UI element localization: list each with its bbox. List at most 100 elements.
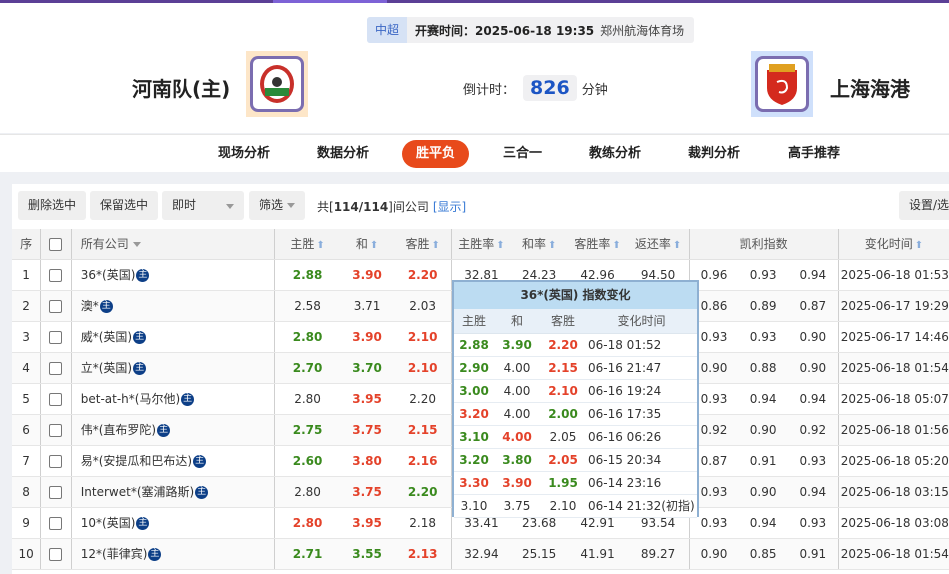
nav-tab-0[interactable]: 现场分析 [218,146,271,161]
show-link[interactable]: [显示] [432,200,467,214]
company-name[interactable]: 10*(英国) [80,516,136,530]
col-company[interactable]: 所有公司 [70,229,275,260]
filter-dropdown[interactable]: 筛选 [249,191,306,220]
company-cell[interactable]: Interwet*(塞浦路斯) 主 [70,476,275,508]
away-odds[interactable]: 2.20 [394,259,452,291]
sort-arrow-icon[interactable]: ⬆ [672,240,682,252]
home-odds[interactable]: 2.80 [274,321,340,353]
keep-selected-button[interactable]: 保留选中 [90,191,159,220]
sort-arrow-icon[interactable]: ⬆ [496,240,505,252]
row-checkbox[interactable] [49,423,63,437]
nav-tab-6[interactable]: 高手推荐 [788,146,841,161]
table-row[interactable]: 10 12*(菲律宾) 主 2.71 3.55 2.13 32.94 25.15 41.… [12,538,949,570]
col-return-rate[interactable]: 返还率 ⬆ [627,229,690,260]
away-odds[interactable]: 2.15 [394,414,452,446]
home-team-logo[interactable] [246,51,308,117]
away-odds[interactable]: 2.16 [394,445,452,477]
row-checkbox[interactable] [49,299,63,313]
home-odds[interactable]: 2.71 [274,538,340,570]
row-select[interactable] [40,321,72,353]
home-odds[interactable]: 2.80 [274,476,340,508]
home-odds[interactable]: 2.75 [274,414,340,446]
draw-odds[interactable]: 3.75 [339,476,395,508]
col-select-all[interactable] [40,229,72,260]
away-odds[interactable]: 2.20 [394,476,452,508]
company-cell[interactable]: bet-at-h*(马尔他) 主 [70,383,275,415]
company-name[interactable]: 威*(英国) [80,330,133,344]
row-checkbox[interactable] [49,547,63,561]
row-checkbox[interactable] [49,330,63,344]
nav-tab-2[interactable]: 胜平负 [402,140,470,168]
away-odds[interactable]: 2.20 [394,383,452,415]
company-cell[interactable]: 伟*(直布罗陀) 主 [70,414,275,446]
row-checkbox[interactable] [49,454,63,468]
league-tag[interactable]: 中超 [367,17,408,43]
draw-odds[interactable]: 3.90 [339,321,395,353]
draw-odds[interactable]: 3.80 [339,445,395,477]
home-odds[interactable]: 2.88 [274,259,340,291]
draw-odds[interactable]: 3.95 [339,383,395,415]
away-odds[interactable]: 2.13 [394,538,452,570]
col-draw[interactable]: 和 ⬆ [339,229,395,260]
company-cell[interactable]: 12*(菲律宾) 主 [70,538,275,570]
sort-arrow-icon[interactable]: ⬆ [316,240,325,252]
company-name[interactable]: Interwet*(塞浦路斯) [80,485,195,499]
company-cell[interactable]: 36*(英国) 主 [70,259,275,291]
sort-arrow-icon[interactable]: ⬆ [914,240,924,252]
delete-selected-button[interactable]: 删除选中 [18,191,87,220]
col-home[interactable]: 主胜 ⬆ [274,229,340,260]
draw-odds[interactable]: 3.90 [339,259,395,291]
company-name[interactable]: 伟*(直布罗陀) [80,423,157,437]
nav-tab-3[interactable]: 三合一 [503,146,543,161]
col-away-rate[interactable]: 客胜率 ⬆ [567,229,628,260]
table-row[interactable]: 6 伟*(直布罗陀) 主 2.75 3.75 2.15 0.92 0.90 0.92 20… [12,414,949,446]
company-name[interactable]: bet-at-h*(马尔他) [80,392,181,406]
home-team-name[interactable]: 河南队(主) [132,77,231,101]
select-all-checkbox[interactable] [49,237,63,251]
company-name[interactable]: 易*(安提瓜和巴布达) [80,454,193,468]
table-row[interactable]: 1 36*(英国) 主 2.88 3.90 2.20 32.81 24.23 42.96… [12,259,949,291]
company-cell[interactable]: 澳* 主 [70,290,275,322]
home-odds[interactable]: 2.70 [274,352,340,384]
col-away[interactable]: 客胜 ⬆ [394,229,452,260]
row-select[interactable] [40,352,72,384]
company-cell[interactable]: 10*(英国) 主 [70,507,275,539]
row-checkbox[interactable] [49,516,63,530]
away-odds[interactable]: 2.10 [394,352,452,384]
away-team-logo[interactable] [751,51,813,117]
mode-select[interactable]: 即时 [162,191,244,220]
draw-odds[interactable]: 3.95 [339,507,395,539]
row-select[interactable] [40,476,72,508]
row-select[interactable] [40,259,72,291]
sort-arrow-icon[interactable]: ⬆ [612,240,621,252]
away-team-name[interactable]: 上海海港 [830,77,910,101]
nav-tab-4[interactable]: 教练分析 [589,146,642,161]
settings-button[interactable]: 设置/选 [899,191,949,220]
row-checkbox[interactable] [49,268,63,282]
company-name[interactable]: 澳* [80,299,99,313]
row-select[interactable] [40,538,72,570]
col-home-rate[interactable]: 主胜率 ⬆ [451,229,511,260]
draw-odds[interactable]: 3.71 [339,290,395,322]
table-row[interactable]: 9 10*(英国) 主 2.80 3.95 2.18 33.41 23.68 42.91… [12,507,949,539]
row-select[interactable] [40,290,72,322]
col-draw-rate[interactable]: 和率 ⬆ [510,229,568,260]
away-odds[interactable]: 2.10 [394,321,452,353]
row-select[interactable] [40,507,72,539]
row-checkbox[interactable] [49,485,63,499]
sort-arrow-icon[interactable]: ⬆ [431,240,440,252]
company-cell[interactable]: 易*(安提瓜和巴布达) 主 [70,445,275,477]
home-odds[interactable]: 2.60 [274,445,340,477]
row-select[interactable] [40,445,72,477]
draw-odds[interactable]: 3.70 [339,352,395,384]
sort-arrow-icon[interactable]: ⬆ [369,240,379,252]
row-select[interactable] [40,414,72,446]
company-name[interactable]: 立*(英国) [80,361,133,375]
company-name[interactable]: 36*(英国) [80,268,136,282]
row-checkbox[interactable] [49,392,63,406]
sort-arrow-icon[interactable]: ⬆ [547,240,557,252]
row-select[interactable] [40,383,72,415]
col-time[interactable]: 变化时间 ⬆ [837,229,949,260]
away-odds[interactable]: 2.18 [394,507,452,539]
draw-odds[interactable]: 3.75 [339,414,395,446]
